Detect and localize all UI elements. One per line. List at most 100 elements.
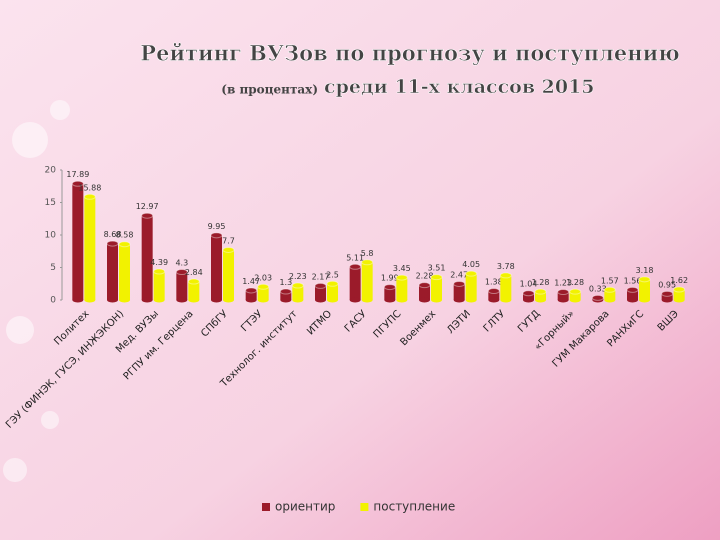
bar <box>384 287 396 300</box>
bar-cap <box>141 212 154 219</box>
bar <box>661 293 673 300</box>
value-label: 1.57 <box>601 276 619 285</box>
value-label: 3.51 <box>428 264 446 273</box>
bar-cap <box>222 246 235 253</box>
bar <box>523 293 534 300</box>
bar-base <box>627 297 638 303</box>
value-label: 1.47 <box>242 277 260 286</box>
bar-cap <box>591 294 604 301</box>
bar-base <box>639 297 650 303</box>
value-label: 3.78 <box>497 262 515 271</box>
bar <box>500 275 512 300</box>
bar-cap <box>279 288 292 295</box>
bar-base <box>604 297 616 303</box>
bar-base <box>188 297 200 303</box>
subtitle-note: (в процентах) <box>221 83 318 97</box>
bar <box>419 285 430 300</box>
value-label: 1.23 <box>554 279 572 288</box>
bar-base <box>453 297 465 303</box>
bar-base <box>557 297 569 303</box>
value-label: 1.28 <box>566 278 584 287</box>
bar-base <box>661 297 673 303</box>
value-label: 17.89 <box>66 170 89 179</box>
value-label: 1.62 <box>670 276 688 285</box>
bar-cap <box>83 193 96 200</box>
bar <box>361 262 373 300</box>
bar-base <box>523 297 534 303</box>
bar-cap <box>626 286 639 293</box>
bar-cap <box>383 284 396 291</box>
bar <box>569 291 581 300</box>
value-label: 2.17 <box>312 272 330 281</box>
bar-base <box>72 297 84 303</box>
bar-base <box>465 297 477 303</box>
bar <box>292 285 304 300</box>
bar-cap <box>557 289 570 296</box>
bar-base <box>84 297 96 303</box>
value-label: 2.03 <box>254 273 272 282</box>
value-label: 5.8 <box>361 249 374 258</box>
bar-cap <box>314 282 327 289</box>
bar <box>257 286 269 300</box>
bar-base <box>245 297 257 303</box>
bar-cap <box>71 180 84 187</box>
bar <box>604 289 616 300</box>
value-label: 4.3 <box>175 259 188 268</box>
bar <box>176 272 188 300</box>
bar <box>107 243 118 300</box>
bar-base <box>431 297 442 303</box>
bar <box>431 277 442 300</box>
chart-title: Рейтинг ВУЗов по прогнозу и поступлению <box>140 41 679 66</box>
bar-base <box>349 297 361 303</box>
bar-base <box>488 297 500 303</box>
value-label: 1.56 <box>624 276 642 285</box>
bar-base <box>292 297 304 303</box>
bar-cap <box>430 274 443 281</box>
bar <box>453 283 465 300</box>
bar-cap <box>210 232 223 239</box>
bar <box>211 235 222 300</box>
value-label: 2.28 <box>416 272 434 281</box>
bar <box>223 249 234 300</box>
bar-base <box>327 297 338 303</box>
bar-cap <box>187 278 200 285</box>
value-label: 0.33 <box>589 284 607 293</box>
bar <box>627 289 638 300</box>
bar-base <box>153 297 165 303</box>
value-label: 8.58 <box>116 231 134 240</box>
value-label: 15.88 <box>78 183 101 192</box>
bar <box>396 277 408 300</box>
bar-cap <box>603 286 616 293</box>
bar <box>639 279 650 300</box>
value-label: 1.99 <box>381 274 399 283</box>
bar-cap <box>153 268 166 275</box>
value-label: 12.97 <box>136 202 159 211</box>
bar-base <box>141 297 153 303</box>
value-label: 1.38 <box>485 278 503 287</box>
bar-cap <box>638 276 651 283</box>
bar <box>327 283 338 300</box>
bar-cap <box>349 263 362 270</box>
bar-cap <box>453 280 466 287</box>
bar-base <box>211 297 222 303</box>
bar-cap <box>534 288 547 295</box>
bar-cap <box>673 286 686 293</box>
value-label: 5.11 <box>346 253 364 262</box>
bar-base <box>673 297 685 303</box>
value-label: 1.04 <box>520 280 538 289</box>
bar-cap <box>326 280 339 287</box>
value-label: 9.95 <box>208 222 226 231</box>
chart-subtitle: среди 11-х классов 2015 <box>324 76 595 98</box>
legend-swatch <box>360 503 369 511</box>
bar <box>488 291 500 300</box>
y-tick-label: 0 <box>50 296 56 306</box>
bar-cap <box>118 241 131 248</box>
bar <box>72 183 84 300</box>
bar-cap <box>569 288 582 295</box>
bar <box>280 291 292 300</box>
bar-base <box>535 297 546 303</box>
bar-base <box>384 297 396 303</box>
bar-cap <box>465 270 478 277</box>
